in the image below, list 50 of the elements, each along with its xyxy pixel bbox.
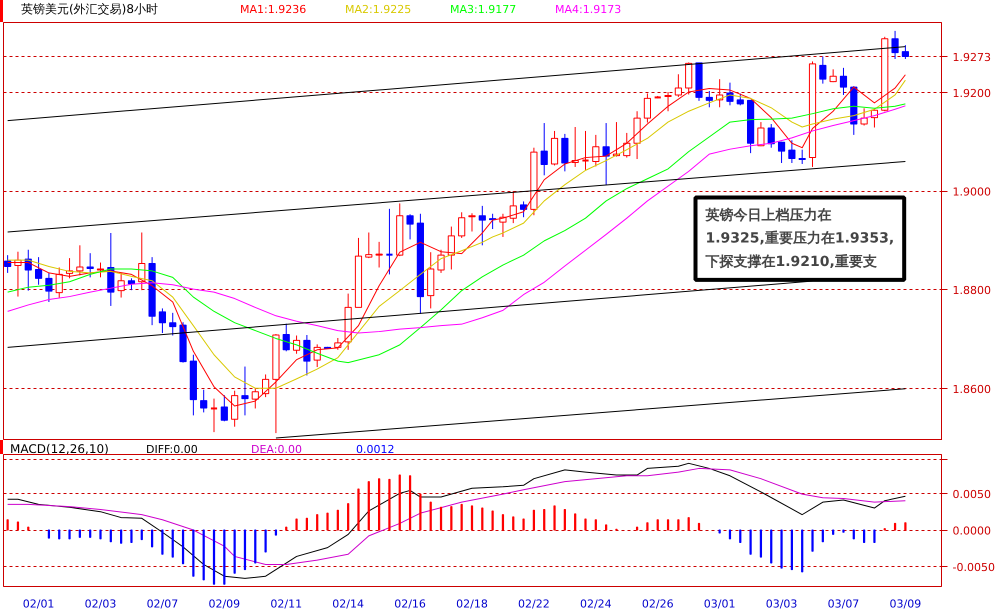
y-tick-label: 1.9200 — [952, 86, 991, 100]
candlestick — [416, 213, 424, 314]
candlestick — [510, 190, 517, 224]
x-tick-label: 02/03 — [84, 598, 116, 610]
annotation: 英镑今日上档压力在 1.9325,重要压力在1.9353, 下探支撑在1.9210,重要支 — [704, 206, 894, 270]
x-tick-label: 02/18 — [456, 598, 488, 610]
candlestick — [241, 366, 249, 416]
candlestick — [385, 208, 394, 275]
y-tick-label: 0.0000 — [952, 524, 991, 538]
y-tick-label: 1.8600 — [952, 382, 991, 396]
x-tick-label: 02/11 — [270, 598, 302, 610]
candlestick — [478, 205, 486, 246]
candlestick — [427, 252, 434, 309]
text: MA4:1.9173 — [555, 2, 622, 18]
text: MA2:1.9225 — [345, 2, 412, 18]
x-tick-label: 02/07 — [146, 598, 178, 610]
series-label: 0.0012 — [356, 442, 394, 458]
y-tick-label: 1.9000 — [952, 186, 991, 199]
x-tick-label: 02/16 — [394, 598, 426, 610]
x-tick-label: 03/03 — [766, 598, 798, 610]
text: MA1:1.9236 — [240, 2, 306, 18]
candlestick — [148, 256, 156, 326]
chart-title: MACD(12,26,10) — [10, 441, 109, 458]
y-tick-label: 1.8800 — [952, 284, 991, 298]
x-tick-label: 02/14 — [332, 598, 364, 610]
chart-title: 英镑美元(外汇交易)8小时 — [21, 1, 158, 18]
candlestick — [891, 30, 899, 60]
line-series — [7, 468, 906, 565]
y-tick-label: 1.9273 — [952, 51, 991, 64]
y-tick-label: -0.0050 — [952, 561, 995, 574]
line-series — [7, 462, 906, 579]
x-tick-label: 02/01 — [22, 598, 54, 610]
text: DEA:0.00 — [251, 442, 302, 458]
candlestick — [602, 122, 610, 186]
candlestick — [540, 122, 548, 176]
candlestick — [581, 130, 590, 170]
text: MA3:1.9177 — [450, 2, 516, 18]
x-tick-label: 02/24 — [580, 598, 612, 610]
x-tick-label: 03/07 — [828, 598, 860, 610]
candlestick — [376, 241, 383, 268]
candlestick — [210, 398, 218, 433]
candlestick — [633, 110, 641, 160]
text: DIFF:0.00 — [146, 442, 198, 458]
x-tick-label: 02/22 — [518, 598, 550, 610]
candlestick — [190, 354, 197, 416]
x-tick-label: 02/09 — [208, 598, 240, 610]
y-tick-label: 0.0050 — [952, 488, 991, 501]
x-tick-label: 03/09 — [890, 598, 922, 610]
x-tick-label: 02/26 — [642, 598, 674, 610]
x-tick-label: 03/01 — [704, 598, 736, 610]
